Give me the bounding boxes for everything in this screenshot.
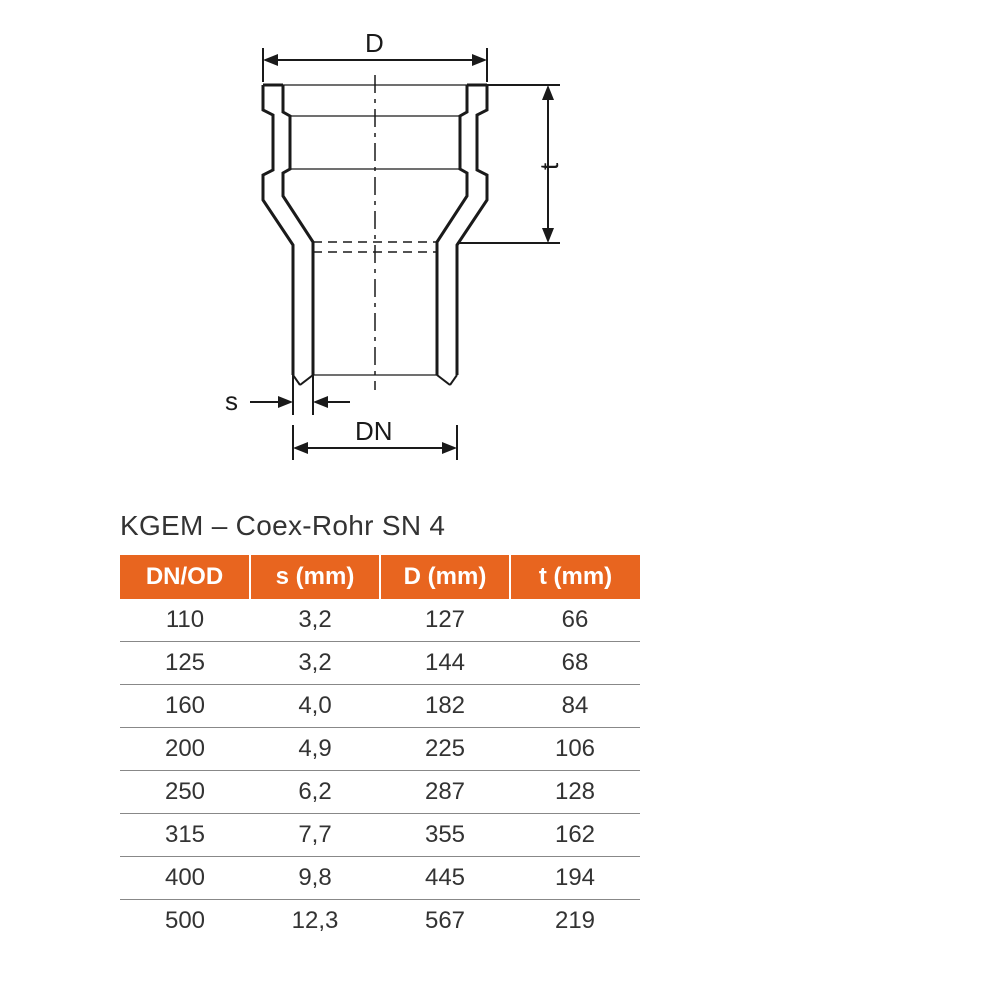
table-cell: 400 [120, 857, 250, 900]
table-cell: 355 [380, 814, 510, 857]
table-cell: 445 [380, 857, 510, 900]
table-cell: 66 [510, 599, 640, 642]
table-row: 4009,8445194 [120, 857, 640, 900]
table-cell: 194 [510, 857, 640, 900]
spec-table: DN/OD s (mm) D (mm) t (mm) 1103,21276612… [120, 555, 640, 942]
table-cell: 6,2 [250, 771, 380, 814]
table-row: 2506,2287128 [120, 771, 640, 814]
table-row: 3157,7355162 [120, 814, 640, 857]
table-cell: 9,8 [250, 857, 380, 900]
table-header-row: DN/OD s (mm) D (mm) t (mm) [120, 555, 640, 599]
table-cell: 315 [120, 814, 250, 857]
label-t: t [534, 162, 564, 170]
table-row: 50012,3567219 [120, 900, 640, 943]
table-cell: 84 [510, 685, 640, 728]
table-cell: 7,7 [250, 814, 380, 857]
table-cell: 68 [510, 642, 640, 685]
pipe-cross-section-diagram: D t s DN [150, 30, 650, 470]
table-row: 1604,018284 [120, 685, 640, 728]
dimension-D: D [263, 30, 487, 82]
dimension-s: s [225, 375, 350, 416]
table-cell: 287 [380, 771, 510, 814]
col-header-D: D (mm) [380, 555, 510, 599]
table-cell: 4,0 [250, 685, 380, 728]
table-row: 2004,9225106 [120, 728, 640, 771]
table-cell: 160 [120, 685, 250, 728]
col-header-s: s (mm) [250, 555, 380, 599]
table-cell: 182 [380, 685, 510, 728]
label-D: D [365, 30, 384, 58]
table-row: 1103,212766 [120, 599, 640, 642]
table-cell: 144 [380, 642, 510, 685]
table-cell: 225 [380, 728, 510, 771]
table-cell: 162 [510, 814, 640, 857]
table-cell: 500 [120, 900, 250, 943]
table-title: KGEM – Coex-Rohr SN 4 [120, 510, 445, 542]
table-cell: 127 [380, 599, 510, 642]
dimension-DN: DN [293, 416, 457, 460]
table-cell: 250 [120, 771, 250, 814]
table-cell: 3,2 [250, 599, 380, 642]
table-cell: 4,9 [250, 728, 380, 771]
table-cell: 219 [510, 900, 640, 943]
table-body: 1103,2127661253,2144681604,0182842004,92… [120, 599, 640, 942]
col-header-t: t (mm) [510, 555, 640, 599]
table-cell: 110 [120, 599, 250, 642]
table-cell: 3,2 [250, 642, 380, 685]
table-cell: 128 [510, 771, 640, 814]
label-DN: DN [355, 416, 393, 446]
table-cell: 567 [380, 900, 510, 943]
table-cell: 106 [510, 728, 640, 771]
table-cell: 12,3 [250, 900, 380, 943]
label-s: s [225, 386, 238, 416]
col-header-dnod: DN/OD [120, 555, 250, 599]
table-cell: 125 [120, 642, 250, 685]
table-row: 1253,214468 [120, 642, 640, 685]
table-cell: 200 [120, 728, 250, 771]
